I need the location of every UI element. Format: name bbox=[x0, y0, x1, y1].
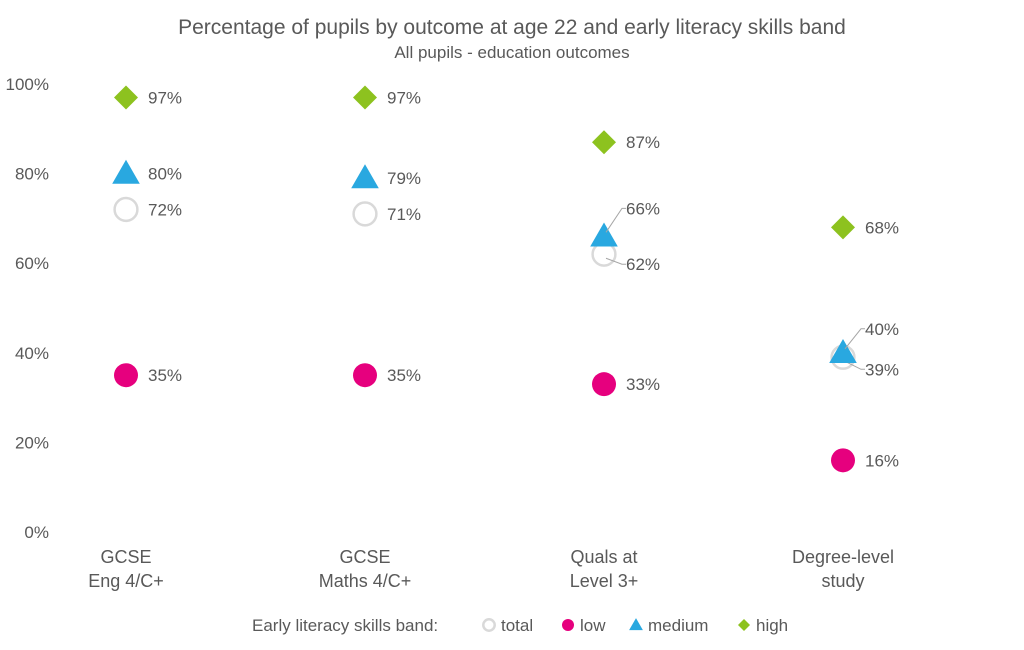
legend-marker-high bbox=[738, 619, 750, 631]
legend-marker-total bbox=[482, 618, 496, 632]
legend-marker-low bbox=[562, 619, 574, 631]
data-label-total: 39% bbox=[865, 360, 899, 379]
leader-line bbox=[844, 328, 865, 350]
y-tick-label: 0% bbox=[24, 523, 49, 542]
x-axis: GCSE Eng 4/C+ GCSE Maths 4/C+ Quals at Level … bbox=[88, 547, 894, 591]
y-tick-label: 20% bbox=[15, 433, 49, 452]
leader-line bbox=[605, 207, 626, 233]
data-label-medium: 40% bbox=[865, 320, 899, 339]
data-label-total: 71% bbox=[387, 205, 421, 224]
data-point-medium bbox=[829, 339, 857, 363]
data-point-high bbox=[831, 215, 855, 240]
data-label-medium: 79% bbox=[387, 169, 421, 188]
chart-subtitle: All pupils - education outcomes bbox=[394, 43, 629, 62]
x-tick-label: Maths 4/C+ bbox=[319, 571, 412, 591]
data-point-low bbox=[353, 363, 377, 388]
legend-title: Early literacy skills band: bbox=[252, 616, 438, 635]
data-point-high bbox=[592, 130, 616, 155]
data-point-high bbox=[114, 85, 138, 110]
data-label-low: 33% bbox=[626, 375, 660, 394]
y-tick-label: 60% bbox=[15, 254, 49, 273]
data-point-medium bbox=[112, 159, 140, 184]
y-tick-label: 80% bbox=[15, 165, 49, 184]
leader-line bbox=[844, 360, 865, 370]
legend-marker-medium bbox=[629, 618, 643, 631]
x-tick-label: Quals at bbox=[570, 547, 637, 567]
data-point-total bbox=[352, 201, 378, 227]
data-label-high: 68% bbox=[865, 218, 899, 237]
data-label-high: 97% bbox=[148, 88, 182, 107]
x-tick-label: Level 3+ bbox=[570, 571, 639, 591]
data-point-medium bbox=[351, 164, 379, 189]
x-tick-label: GCSE bbox=[339, 547, 390, 567]
x-tick-label: Degree-level bbox=[792, 547, 894, 567]
data-point-medium bbox=[590, 222, 618, 247]
data-point-low bbox=[114, 363, 138, 388]
legend: Early literacy skills band: total low medi… bbox=[252, 616, 788, 635]
y-tick-label: 40% bbox=[15, 344, 49, 363]
data-label-high: 87% bbox=[626, 133, 660, 152]
data-label-medium: 80% bbox=[148, 165, 182, 184]
chart-title: Percentage of pupils by outcome at age 2… bbox=[178, 16, 846, 39]
x-tick-label: Eng 4/C+ bbox=[88, 571, 164, 591]
plot-area: 72% 71% 62% 39% 35% 35% 33% 16% 80% 79% 66% 40% 97% 9… bbox=[112, 85, 899, 473]
y-tick-label: 100% bbox=[6, 75, 49, 94]
data-point-high bbox=[353, 85, 377, 110]
data-label-low: 16% bbox=[865, 451, 899, 470]
data-label-high: 97% bbox=[387, 88, 421, 107]
data-point-total bbox=[113, 196, 139, 223]
data-label-low: 35% bbox=[148, 366, 182, 385]
y-axis: 0% 20% 40% 60% 80% 100% bbox=[6, 75, 49, 542]
data-point-low bbox=[592, 372, 616, 397]
leader-line bbox=[605, 257, 626, 265]
x-tick-label: GCSE bbox=[100, 547, 151, 567]
legend-label-high: high bbox=[756, 616, 788, 635]
legend-label-medium: medium bbox=[648, 616, 708, 635]
data-label-total: 62% bbox=[626, 255, 660, 274]
legend-label-total: total bbox=[501, 616, 533, 635]
data-label-total: 72% bbox=[148, 200, 182, 219]
data-point-low bbox=[831, 448, 855, 473]
legend-label-low: low bbox=[580, 616, 606, 635]
x-tick-label: study bbox=[821, 571, 864, 591]
data-label-medium: 66% bbox=[626, 199, 660, 218]
data-label-low: 35% bbox=[387, 366, 421, 385]
